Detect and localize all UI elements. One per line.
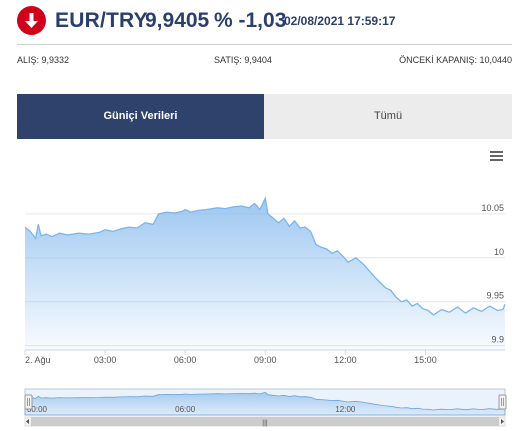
x-tick-label: 2. Ağu (25, 355, 51, 365)
x-tick-label: 03:00 (94, 355, 117, 365)
series-area (25, 198, 505, 350)
navigator-left-handle[interactable] (24, 394, 33, 410)
series-line[interactable] (24, 195, 506, 316)
navigator-tick-label: 12:00 (335, 405, 356, 414)
navigator-tick-label: 00:00 (27, 405, 48, 414)
y-tick-label: 9.9 (491, 335, 504, 345)
x-tick-label: 15:00 (414, 355, 437, 365)
chart-menu-button[interactable] (487, 148, 507, 164)
navigator-tick-label: 06:00 (175, 405, 196, 414)
change-percent: % -1,03 (214, 9, 287, 32)
header-divider (17, 44, 512, 45)
y-tick-label: 9.95 (486, 291, 504, 301)
bid-quote: ALIŞ: 9,9332 (17, 55, 70, 65)
previous-close-quote: ÖNCEKİ KAPANIŞ: 10,0440 (399, 55, 512, 65)
x-tick-label: 06:00 (174, 355, 197, 365)
instrument-header: EUR/TRY 9,9405 % -1,03 02/08/2021 17:59:… (0, 0, 521, 44)
tab-all[interactable]: Tümü (264, 94, 512, 139)
chart-navigator[interactable]: 00:00 06:00 12:00 ||| (24, 388, 507, 427)
ask-quote: SATIŞ: 9,9404 (214, 55, 272, 65)
price-value: 9,9405 (145, 9, 210, 32)
arrow-down-icon (17, 6, 46, 35)
chart-tabs: Güniçi Verileri Tümü (17, 94, 512, 139)
price-chart: 10.05 10 9.95 9.9 2. Ağu 03:00 06:00 09:00 12:00… (17, 142, 512, 431)
y-tick-label: 10 (494, 247, 504, 257)
scrollbar-grip[interactable]: ||| (262, 420, 268, 427)
x-tick-label: 12:00 (334, 355, 357, 365)
navigator-right-handle[interactable] (498, 394, 507, 410)
navigator-scrollbar[interactable]: ||| (24, 416, 506, 427)
chart-canvas: 10.05 10 9.95 9.9 2. Ağu 03:00 06:00 09:00 12:00… (24, 148, 507, 427)
y-tick-label: 10.05 (481, 203, 504, 213)
tab-intraday[interactable]: Güniçi Verileri (17, 94, 264, 139)
symbol-label: EUR/TRY (55, 9, 148, 32)
timestamp: 02/08/2021 17:59:17 (284, 14, 396, 28)
navigator-series (24, 391, 506, 416)
x-tick-label: 09:00 (254, 355, 277, 365)
